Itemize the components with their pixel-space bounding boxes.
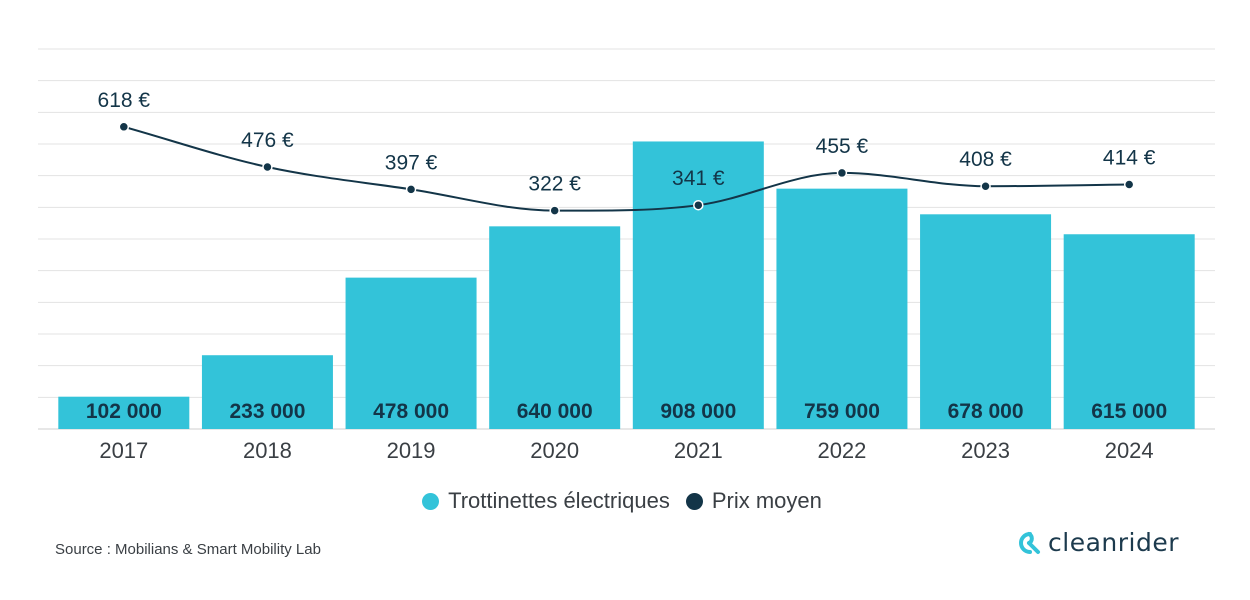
legend-swatch-trottinettes [422, 492, 440, 510]
price-point [549, 205, 560, 216]
bar [58, 396, 190, 429]
legend-item-trottinettes: Trottinettes électriques [422, 488, 670, 514]
price-point [262, 161, 273, 173]
x-tick-label: 2022 [817, 438, 866, 463]
bar [345, 277, 477, 429]
bar [1063, 234, 1195, 429]
price-value-label: 414 € [1103, 147, 1156, 170]
price-value-label: 476 € [241, 129, 294, 152]
price-value-label: 408 € [959, 148, 1012, 171]
bar-value-label: 678 000 [948, 400, 1024, 423]
x-tick-label: 2020 [530, 438, 579, 463]
bar-value-label: 478 000 [373, 400, 449, 423]
bar [201, 355, 333, 429]
legend-label-trottinettes: Trottinettes électriques [448, 488, 670, 513]
legend-swatch-prix [685, 492, 703, 510]
price-line [123, 125, 1130, 212]
price-value-label: 618 € [98, 89, 151, 112]
price-point [118, 121, 130, 133]
bar-value-label: 759 000 [804, 400, 880, 423]
x-tick-label: 2024 [1105, 438, 1154, 463]
bar-value-labels: 102 000 233 000 478 000 640 000 908 000 759 0… [86, 400, 1167, 423]
source-note: Source : Mobilians & Smart Mobility Lab [55, 541, 321, 558]
x-tick-label: 2021 [674, 438, 723, 463]
legend-label-prix: Prix moyen [711, 488, 822, 513]
x-tick-label: 2018 [243, 438, 292, 463]
bar [632, 141, 764, 429]
x-tick-label: 2017 [99, 438, 148, 463]
price-value-label: 455 € [816, 135, 869, 158]
bar-series [58, 141, 1195, 429]
price-point [693, 199, 704, 211]
bar-value-label: 233 000 [229, 400, 305, 423]
price-point [836, 167, 848, 179]
legend-item-prix: Prix moyen [685, 488, 822, 514]
bar [489, 226, 621, 429]
logo-text: cleanrider [1048, 528, 1179, 557]
bar [920, 214, 1052, 429]
price-point [980, 180, 991, 192]
x-tick-label: 2023 [961, 438, 1010, 463]
bar-value-label: 908 000 [660, 400, 736, 423]
bar-value-label: 640 000 [517, 400, 593, 423]
cleanrider-logo-icon [1019, 531, 1040, 554]
chart: 102 000 233 000 478 000 640 000 908 000 759 0… [38, 48, 1215, 463]
price-value-label: 322 € [528, 173, 581, 196]
price-point [1123, 179, 1135, 190]
bar [776, 188, 908, 429]
bar-value-label: 615 000 [1091, 400, 1167, 423]
x-tick-label: 2019 [387, 438, 436, 463]
price-value-labels: 618 € 476 € 397 € 322 € 341 € 455 € 408 € 414 € [98, 89, 1156, 196]
price-point [405, 184, 417, 195]
cleanrider-logo: cleanrider [1016, 528, 1179, 557]
legend: Trottinettes électriques Prix moyen [0, 488, 1250, 514]
x-axis-ticks: 2017 2018 2019 2020 2021 2022 2023 2024 [99, 438, 1153, 463]
price-value-label: 397 € [385, 151, 438, 174]
bar-value-label: 102 000 [86, 400, 162, 423]
price-value-label: 341 € [672, 167, 725, 190]
price-line-series [118, 121, 1135, 216]
